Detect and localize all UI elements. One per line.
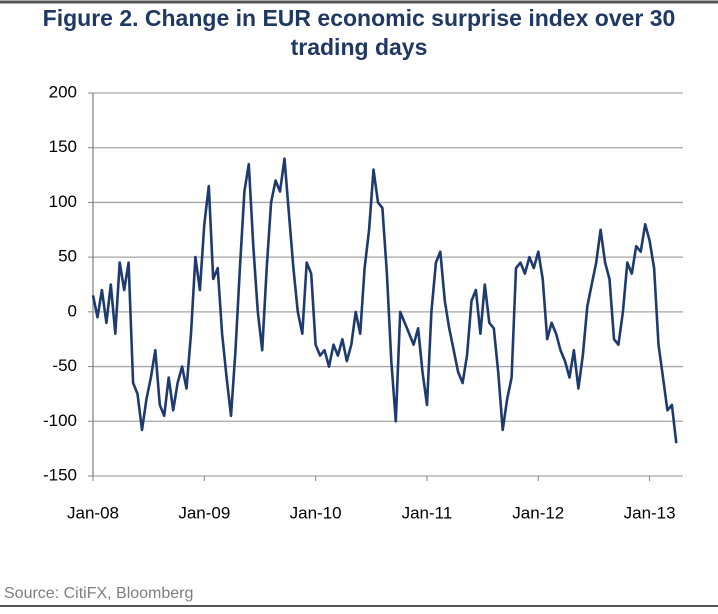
x-tick-label: Jan-13 bbox=[624, 503, 676, 522]
y-tick-label: 100 bbox=[49, 192, 77, 211]
x-tick-label: Jan-09 bbox=[178, 503, 230, 522]
source: Source: CitiFX, Bloomberg bbox=[4, 585, 193, 602]
y-tick-label: 50 bbox=[58, 247, 77, 266]
x-tick-label: Jan-11 bbox=[402, 503, 453, 522]
y-tick-label: 0 bbox=[68, 301, 77, 320]
x-tick-label: Jan-10 bbox=[290, 503, 342, 522]
y-tick-label: 150 bbox=[49, 137, 77, 156]
y-tick-label: -150 bbox=[43, 465, 77, 484]
title-box: Figure 2. Change in EUR economic surpris… bbox=[42, 5, 676, 60]
x-tick-label: Jan-12 bbox=[512, 503, 564, 522]
y-tick-label: 200 bbox=[49, 82, 77, 101]
y-tick-label: -50 bbox=[52, 356, 77, 375]
data-line bbox=[91, 157, 678, 444]
x-tick-label: Jan-08 bbox=[67, 503, 119, 522]
chart-title: Figure 2. Change in EUR economic surpris… bbox=[42, 5, 676, 60]
y-tick-label: -100 bbox=[43, 411, 77, 430]
